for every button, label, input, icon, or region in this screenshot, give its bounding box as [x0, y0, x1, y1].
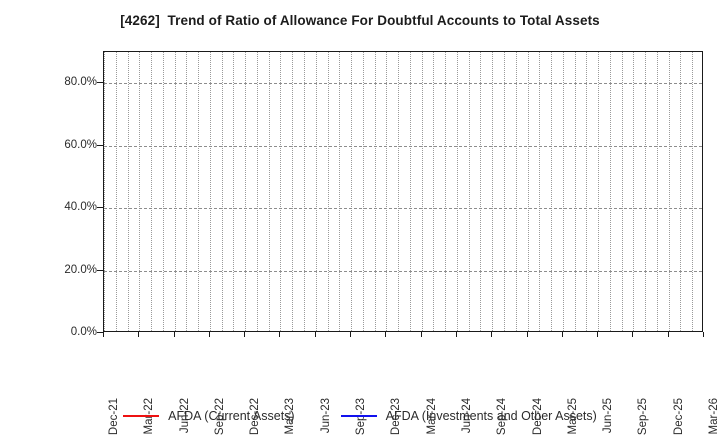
x-axis-tick-mark — [138, 332, 140, 337]
gridline-vertical — [551, 52, 553, 331]
x-axis-tick-mark — [314, 332, 316, 337]
gridline-vertical — [245, 52, 247, 331]
gridline-vertical — [104, 52, 105, 331]
gridline-vertical — [480, 52, 482, 331]
y-axis-tick-label: 60.0% — [64, 138, 97, 151]
gridline-vertical — [186, 52, 188, 331]
gridline-vertical — [574, 52, 576, 331]
gridline-vertical — [315, 52, 317, 331]
x-axis-tick-mark — [208, 332, 210, 337]
x-axis-tick-mark — [103, 332, 104, 337]
legend-label: AFDA (Investments and Other Assets) — [385, 409, 597, 423]
gridline-vertical — [656, 52, 658, 331]
x-axis-tick-mark — [491, 332, 493, 337]
gridline-vertical — [174, 52, 176, 331]
x-axis-tick-mark — [350, 332, 352, 337]
x-axis-tick-mark — [703, 332, 704, 337]
x-axis-tick-mark — [455, 332, 457, 337]
gridline-vertical — [162, 52, 164, 331]
gridline-vertical — [668, 52, 670, 331]
chart-title: [4262] Trend of Ratio of Allowance For D… — [120, 13, 600, 28]
gridline-vertical — [433, 52, 435, 331]
x-axis-tick-mark — [173, 332, 175, 337]
y-axis-tick-mark — [97, 82, 103, 84]
y-axis-tick-mark — [97, 207, 103, 209]
gridline-vertical — [292, 52, 294, 331]
gridline-vertical — [374, 52, 376, 331]
gridline-vertical — [268, 52, 270, 331]
gridline-vertical — [351, 52, 353, 331]
gridline-vertical — [539, 52, 541, 331]
x-axis-tick-mark — [526, 332, 528, 337]
gridline-vertical — [139, 52, 141, 331]
chart-legend: AFDA (Current Assets) AFDA (Investments a… — [0, 405, 720, 427]
gridline-vertical — [127, 52, 129, 331]
y-axis-tick-label: 80.0% — [64, 76, 97, 89]
y-axis-tick-mark — [97, 332, 103, 333]
y-axis-tick-mark — [97, 269, 103, 271]
gridline-vertical — [198, 52, 200, 331]
gridline-vertical — [468, 52, 470, 331]
gridline-vertical — [445, 52, 447, 331]
gridline-vertical — [609, 52, 611, 331]
x-axis-tick-mark — [597, 332, 599, 337]
y-axis-tick-mark — [97, 144, 103, 146]
gridline-vertical — [256, 52, 258, 331]
y-axis: 0.0% 20.0% 40.0% 60.0% 80.0% — [0, 51, 103, 338]
x-axis-tick-mark — [244, 332, 246, 337]
x-axis-tick-mark — [279, 332, 281, 337]
gridline-vertical — [304, 52, 305, 331]
y-axis-tick-label: 20.0% — [64, 263, 97, 276]
gridline-horizontal — [104, 83, 702, 85]
x-axis-tick-mark — [420, 332, 422, 337]
legend-color-swatch — [123, 415, 160, 417]
x-axis-tick-mark — [667, 332, 669, 337]
plot-area — [103, 51, 703, 332]
gridline-vertical — [645, 52, 647, 331]
gridline-vertical — [362, 52, 364, 331]
gridline-vertical — [527, 52, 529, 331]
gridline-vertical — [386, 52, 388, 331]
x-axis-tick-mark — [632, 332, 634, 337]
gridline-vertical — [598, 52, 600, 331]
x-axis-tick-mark — [561, 332, 563, 337]
gridline-vertical — [280, 52, 282, 331]
gridline-vertical — [456, 52, 458, 331]
x-axis-tick-mark — [385, 332, 387, 337]
legend-item[interactable]: AFDA (Investments and Other Assets) — [340, 409, 597, 423]
y-axis-tick-label: 40.0% — [64, 201, 97, 214]
legend-label: AFDA (Current Assets) — [168, 409, 295, 423]
gridline-vertical — [504, 52, 505, 331]
gridline-vertical — [221, 52, 223, 331]
gridline-vertical — [151, 52, 153, 331]
gridline-vertical — [621, 52, 623, 331]
gridline-horizontal — [104, 145, 702, 147]
legend-color-swatch — [340, 415, 377, 417]
gridline-vertical — [115, 52, 117, 331]
gridline-vertical — [586, 52, 588, 331]
gridline-vertical — [633, 52, 635, 331]
gridline-vertical — [398, 52, 400, 331]
y-axis-tick-label: 0.0% — [70, 326, 97, 338]
x-axis: Dec-21 Mar-22 Jun-22 Sep-22 Dec-22 Mar-23 Jun-… — [103, 332, 720, 435]
gridline-vertical — [492, 52, 494, 331]
gridline-vertical — [327, 52, 329, 331]
gridline-vertical — [339, 52, 341, 331]
gridline-vertical — [680, 52, 682, 331]
gridline-vertical — [233, 52, 235, 331]
gridline-vertical — [692, 52, 694, 331]
gridline-horizontal — [104, 208, 702, 210]
gridline-vertical — [562, 52, 564, 331]
gridline-vertical — [421, 52, 423, 331]
gridline-horizontal — [104, 270, 702, 272]
gridline-vertical — [209, 52, 211, 331]
legend-item[interactable]: AFDA (Current Assets) — [123, 409, 295, 423]
gridline-vertical — [409, 52, 411, 331]
gridline-vertical — [515, 52, 517, 331]
